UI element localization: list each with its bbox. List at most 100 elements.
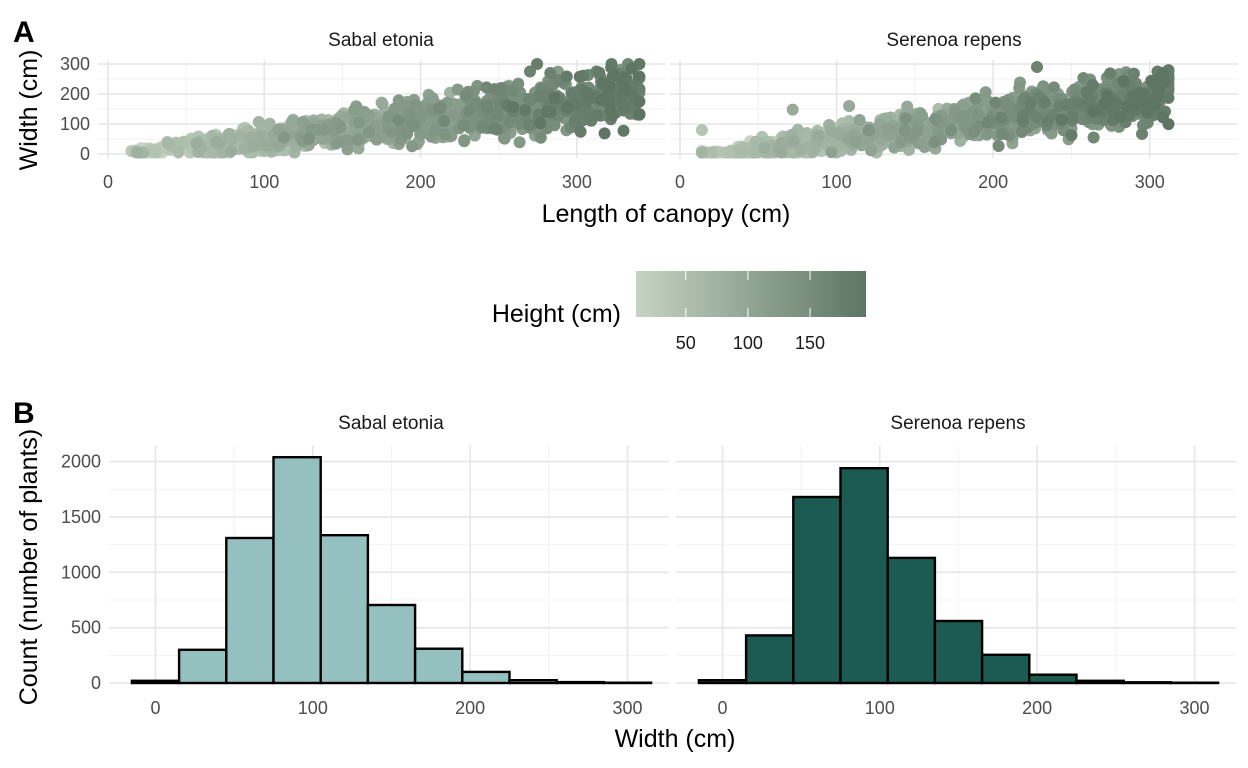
data-point bbox=[438, 115, 450, 128]
x-tick-label: 0 bbox=[717, 698, 727, 718]
data-point bbox=[351, 133, 364, 146]
data-point bbox=[825, 146, 838, 159]
data-point bbox=[758, 141, 771, 154]
data-point bbox=[252, 116, 265, 128]
data-point bbox=[506, 85, 519, 97]
y-tick-label: 2000 bbox=[61, 452, 101, 472]
data-point bbox=[1041, 115, 1054, 128]
data-point bbox=[519, 104, 532, 117]
panel-a-x-axis-title: Length of canopy (cm) bbox=[542, 200, 791, 228]
x-tick-label: 200 bbox=[1022, 698, 1052, 718]
facet-a1-strip: Sabal etonia bbox=[328, 30, 434, 51]
data-point bbox=[210, 136, 223, 149]
data-point bbox=[363, 125, 375, 138]
data-point bbox=[498, 132, 511, 145]
data-point bbox=[1162, 91, 1175, 104]
data-point bbox=[989, 96, 1002, 109]
data-point bbox=[787, 135, 800, 148]
histogram-bar bbox=[980, 653, 1031, 685]
x-tick-label: 0 bbox=[150, 698, 160, 718]
y-tick-label: 100 bbox=[60, 114, 90, 134]
panel-b-x-axis-title: Width (cm) bbox=[615, 725, 736, 753]
data-point bbox=[255, 129, 268, 142]
histogram-bar bbox=[697, 679, 748, 685]
data-point bbox=[1017, 115, 1029, 128]
data-point bbox=[225, 133, 238, 146]
data-point bbox=[1101, 90, 1114, 103]
data-point bbox=[382, 110, 395, 123]
data-point bbox=[1013, 81, 1026, 94]
data-point bbox=[207, 146, 220, 159]
data-point bbox=[148, 146, 161, 159]
y-tick-label: 500 bbox=[71, 618, 101, 638]
data-point bbox=[177, 135, 190, 148]
data-point bbox=[736, 146, 749, 159]
y-tick-label: 1500 bbox=[61, 507, 101, 527]
data-point bbox=[531, 58, 544, 70]
histogram-bar bbox=[933, 619, 984, 685]
data-point bbox=[488, 83, 501, 96]
data-point bbox=[522, 93, 535, 105]
height-legend: Height (cm) 50 100 150 bbox=[492, 271, 866, 353]
data-point bbox=[560, 70, 573, 83]
data-point bbox=[813, 129, 825, 142]
legend-tick-label: 50 bbox=[676, 333, 696, 353]
x-tick-label: 300 bbox=[1135, 172, 1165, 192]
panel-b-tag: B bbox=[13, 397, 35, 430]
data-point bbox=[406, 140, 419, 153]
histogram-bar bbox=[1028, 673, 1078, 685]
x-tick-label: 100 bbox=[865, 698, 895, 718]
data-point bbox=[775, 146, 788, 159]
data-point bbox=[898, 124, 911, 137]
histogram-bar bbox=[744, 634, 795, 685]
data-point bbox=[996, 128, 1009, 140]
data-point bbox=[853, 114, 866, 126]
data-point bbox=[895, 136, 908, 149]
data-point bbox=[980, 128, 993, 141]
data-point bbox=[458, 134, 471, 147]
histogram-bar bbox=[1122, 681, 1173, 685]
y-tick-label: 1000 bbox=[61, 562, 101, 582]
facet-a2-x-ticks: 0 100 200 300 bbox=[675, 172, 1165, 192]
data-point bbox=[1024, 96, 1037, 109]
data-point bbox=[928, 136, 941, 149]
data-point bbox=[1127, 67, 1140, 80]
data-point bbox=[632, 70, 645, 83]
histogram-bar bbox=[130, 679, 181, 685]
facet-b1-x-ticks: 0 100 200 300 bbox=[150, 698, 642, 718]
data-point bbox=[899, 112, 912, 125]
data-point bbox=[334, 121, 347, 133]
facet-b2-strip: Serenoa repens bbox=[890, 413, 1025, 434]
panel-b-y-ticks: 0 500 1000 1500 2000 bbox=[61, 452, 101, 693]
data-point bbox=[1141, 106, 1154, 119]
facet-a2-strip: Serenoa repens bbox=[886, 30, 1021, 51]
data-point bbox=[1065, 129, 1078, 142]
y-tick-label: 200 bbox=[60, 84, 90, 104]
data-point bbox=[573, 70, 586, 83]
data-point bbox=[1038, 96, 1051, 109]
x-tick-label: 0 bbox=[675, 172, 685, 192]
data-point bbox=[278, 131, 291, 144]
data-point bbox=[617, 124, 630, 137]
data-point bbox=[463, 104, 476, 117]
data-point bbox=[439, 128, 452, 141]
data-point bbox=[532, 90, 545, 103]
data-point bbox=[604, 105, 617, 118]
facet-b1-bars bbox=[130, 456, 653, 685]
panel-a: A Sabal etonia Serenoa repens 0 100 200 300… bbox=[13, 16, 1238, 228]
histogram-bar bbox=[1075, 679, 1125, 685]
data-point bbox=[1114, 110, 1127, 123]
y-tick-label: 0 bbox=[80, 144, 90, 164]
data-point bbox=[591, 109, 604, 122]
histogram-bar bbox=[461, 670, 511, 685]
data-point bbox=[225, 145, 238, 157]
facet-b2-bars bbox=[697, 467, 1220, 685]
data-point bbox=[944, 124, 957, 137]
y-tick-label: 0 bbox=[91, 673, 101, 693]
data-point bbox=[513, 136, 526, 149]
data-point bbox=[995, 111, 1008, 124]
data-point bbox=[348, 104, 361, 117]
data-point bbox=[775, 136, 788, 149]
data-point bbox=[130, 146, 143, 159]
